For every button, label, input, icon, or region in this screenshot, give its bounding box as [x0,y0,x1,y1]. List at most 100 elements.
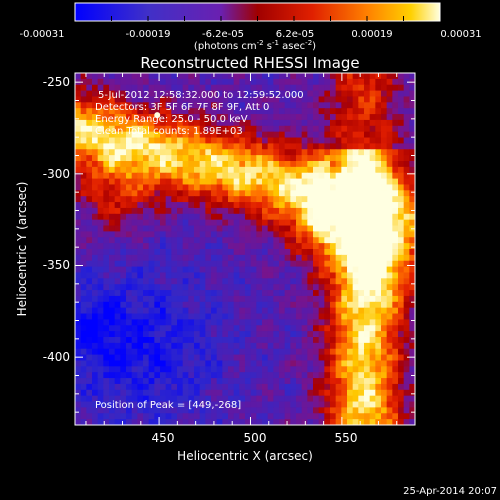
heatmap-cell [324,301,331,309]
heatmap-cell [171,342,178,350]
heatmap-cell [381,301,388,309]
heatmap-cell [369,307,376,315]
heatmap-cell [171,172,178,180]
heatmap-cell [126,96,133,103]
heatmap-cell [284,178,291,186]
heatmap-cell [109,407,116,414]
heatmap-cell [398,225,405,232]
heatmap-cell [296,172,303,180]
heatmap-cell [398,149,405,156]
heatmap-cell [205,254,212,262]
heatmap-cell [381,295,388,303]
heatmap-cell [160,249,167,256]
heatmap-cell [398,202,405,209]
heatmap-cell [222,225,229,232]
heatmap-cell [296,389,303,397]
heatmap-cell [143,219,150,227]
heatmap-cell [233,184,240,191]
heatmap-cell [301,166,308,174]
heatmap-cell [369,207,376,215]
heatmap-cell [273,213,280,221]
heatmap-cell [171,419,178,425]
heatmap-cell [154,155,161,162]
heatmap-cell [335,325,342,332]
heatmap-cell [352,372,359,379]
heatmap-cell [307,207,314,215]
heatmap-cell [398,331,405,338]
heatmap-cell [392,207,399,215]
heatmap-cell [182,319,189,326]
heatmap-cell [80,114,87,121]
heatmap-cell [290,325,297,332]
heatmap-cell [182,307,189,315]
heatmap-cell [392,313,399,320]
heatmap-cell [137,172,144,180]
heatmap-cell [120,225,127,232]
heatmap-cell [245,383,252,391]
heatmap-cell [347,295,354,303]
heatmap-cell [177,395,184,403]
heatmap-cell [199,172,206,180]
heatmap-cell [86,401,93,408]
heatmap-cell [75,219,82,227]
heatmap-cell [313,219,320,227]
heatmap-cell [352,313,359,320]
heatmap-cell [392,237,399,244]
heatmap-cell [160,102,167,109]
heatmap-cell [284,78,291,86]
heatmap-cell [392,290,399,297]
heatmap-cell [403,184,410,191]
heatmap-cell [171,161,178,168]
heatmap-cell [375,313,382,320]
heatmap-cell [369,114,376,121]
heatmap-cell [80,401,87,408]
heatmap-cell [313,78,320,86]
heatmap-cell [216,143,223,150]
heatmap-cell [307,249,314,256]
heatmap-cell [403,272,410,279]
heatmap-cell [148,172,155,180]
heatmap-cell [250,108,257,115]
heatmap-cell [392,278,399,285]
heatmap-cell [386,272,393,279]
heatmap-cell [154,73,161,80]
heatmap-cell [92,284,99,291]
heatmap-cell [154,419,161,425]
heatmap-cell [330,96,337,103]
heatmap-cell [381,172,388,180]
heatmap-cell [267,161,274,168]
heatmap-cell [284,254,291,262]
heatmap-cell [199,125,206,133]
heatmap-cell [188,284,195,291]
heatmap-cell [92,413,99,420]
heatmap-cell [318,395,325,403]
heatmap-cell [131,125,138,133]
heatmap-cell [177,102,184,109]
heatmap-cell [233,395,240,403]
heatmap-cell [262,231,269,238]
heatmap-cell [182,301,189,309]
heatmap-cell [307,307,314,315]
x-tick-label: 550 [335,431,358,445]
heatmap-cell [148,161,155,168]
heatmap-cell [330,319,337,326]
heatmap-cell [114,389,121,397]
heatmap-cell [239,243,246,250]
heatmap-cell [290,383,297,391]
heatmap-cell [347,155,354,162]
heatmap-cell [341,307,348,315]
heatmap-cell [228,196,235,203]
heatmap-cell [335,401,342,408]
heatmap-cell [211,260,218,268]
heatmap-cell [273,219,280,227]
heatmap-cell [103,378,110,385]
heatmap-cell [284,342,291,350]
heatmap-cell [358,213,365,221]
heatmap-cell [290,90,297,98]
heatmap-cell [194,419,201,425]
heatmap-cell [290,131,297,139]
heatmap-cell [324,73,331,80]
heatmap-cell [364,202,371,209]
heatmap-cell [137,137,144,144]
heatmap-cell [188,249,195,256]
